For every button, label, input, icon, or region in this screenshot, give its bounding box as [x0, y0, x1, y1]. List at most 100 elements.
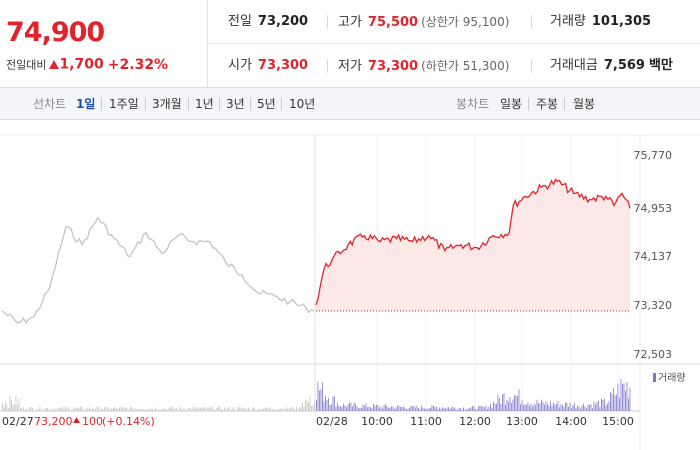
prev-volume-bar [267, 408, 269, 411]
volume-bar [392, 406, 394, 411]
period-1y-button[interactable]: 1년 [195, 97, 214, 111]
period-10y-button[interactable]: 10년 [289, 97, 316, 111]
price-chart[interactable]: 75,770 74,953 74,137 73,320 72,503 거래량 0… [0, 121, 700, 450]
prev-volume-bar [66, 407, 68, 411]
prev-volume-bar [24, 409, 26, 411]
volume-bar [395, 407, 397, 411]
prev-volume-bar [96, 406, 98, 411]
prev-volume-bar [231, 409, 233, 411]
prev-volume-bar [8, 407, 9, 411]
volume-bar [439, 407, 440, 411]
volume-bar [355, 403, 356, 411]
prev-close-cell: 전일 73,200 [228, 0, 308, 44]
prev-volume-bar [152, 408, 153, 411]
volume-bar [383, 405, 385, 411]
candle-monthly-button[interactable]: 월봉 [573, 97, 596, 111]
period-1d-button[interactable]: 1일 [76, 97, 96, 111]
volume-bar [545, 401, 547, 411]
prev-volume-bar [180, 408, 182, 411]
volume-bar [418, 407, 419, 411]
prev-volume-bar [300, 407, 302, 411]
volume-bar [508, 401, 509, 411]
candle-daily-button[interactable]: 일봉 [500, 97, 523, 111]
volume-bar [602, 400, 604, 411]
prev-volume-bar [62, 406, 63, 411]
prev-volume-bar [266, 408, 267, 411]
volume-bar [445, 408, 446, 411]
period-5y-button[interactable]: 5년 [257, 97, 276, 111]
prev-volume-bar [243, 408, 245, 411]
line-chart-label: 선차트 [33, 97, 67, 111]
volume-bar [500, 403, 502, 411]
prev-day-price-line [1, 216, 315, 324]
divider [327, 15, 328, 29]
prev-volume-bar [122, 407, 123, 411]
volume-bar [368, 407, 370, 411]
volume-bar [587, 404, 589, 411]
volume-bar [553, 402, 554, 411]
prev-volume-bar [242, 408, 243, 411]
prev-volume-bar [269, 407, 270, 411]
prev-volume-bar [87, 409, 89, 411]
prev-volume-bar [171, 406, 173, 411]
prev-volume-bar [86, 407, 87, 411]
divider [101, 98, 102, 110]
prev-change-value: 100 [82, 415, 103, 428]
volume-bar [611, 393, 613, 411]
volume-bar [326, 400, 328, 411]
prev-volume-bar [264, 406, 266, 411]
volume-bar [415, 407, 416, 411]
volume-bar [334, 396, 335, 411]
candle-weekly-button[interactable]: 주봉 [536, 97, 559, 111]
volume-bar [598, 401, 599, 411]
prev-volume-bar [248, 407, 249, 411]
volume-bar [593, 401, 595, 411]
volume-bar [419, 409, 421, 411]
volume-bar [575, 408, 577, 411]
prev-volume-bar [170, 407, 171, 411]
prev-volume-bar [102, 409, 104, 411]
volume-bar [454, 407, 455, 411]
volume-bar [350, 402, 352, 411]
prev-volume-bar [30, 407, 32, 411]
prev-volume-bar [12, 404, 14, 411]
period-1w-button[interactable]: 1주일 [109, 97, 139, 111]
period-3m-button[interactable]: 3개월 [152, 97, 182, 111]
prev-volume-bar [197, 408, 198, 411]
prev-volume-bar [144, 409, 146, 411]
prev-volume-bar [138, 409, 140, 411]
volume-bar [407, 408, 409, 411]
prev-volume-bar [155, 407, 156, 411]
divider [531, 59, 532, 73]
period-3y-button[interactable]: 3년 [226, 97, 245, 111]
volume-bar [356, 406, 358, 411]
volume-bar [496, 403, 497, 411]
prev-volume-bar [257, 409, 258, 411]
volume-bar [563, 406, 565, 411]
volume-bar [361, 408, 362, 411]
chart-axes: 75,770 74,953 74,137 73,320 72,503 거래량 0… [2, 149, 686, 428]
candle-chart-label: 봉차트 [456, 97, 490, 111]
y-tick-label: 74,953 [634, 202, 673, 215]
prev-volume-bar [164, 408, 165, 411]
prev-volume-bar [284, 409, 285, 411]
prev-volume-bar [239, 407, 240, 411]
price-area-fill [316, 179, 630, 311]
volume-bar [484, 407, 485, 411]
current-price: 74,900 [6, 17, 105, 48]
prev-volume-bar [32, 407, 33, 411]
prev-volume-bar [261, 409, 263, 411]
volume-bar [608, 401, 610, 411]
prev-volume-bar [212, 406, 213, 411]
prev-volume-bar [123, 407, 125, 411]
prev-volume-bar [78, 407, 80, 411]
volume-bar [374, 405, 376, 411]
prev-volume-bar [99, 410, 101, 411]
volume-bar [577, 405, 578, 411]
volume-bar [377, 405, 379, 411]
prev-volume-bar [63, 409, 65, 411]
time-label: 12:00 [459, 415, 491, 428]
prev-volume-bar [254, 407, 255, 411]
volume-bar [317, 381, 319, 411]
volume-bar [398, 405, 400, 411]
